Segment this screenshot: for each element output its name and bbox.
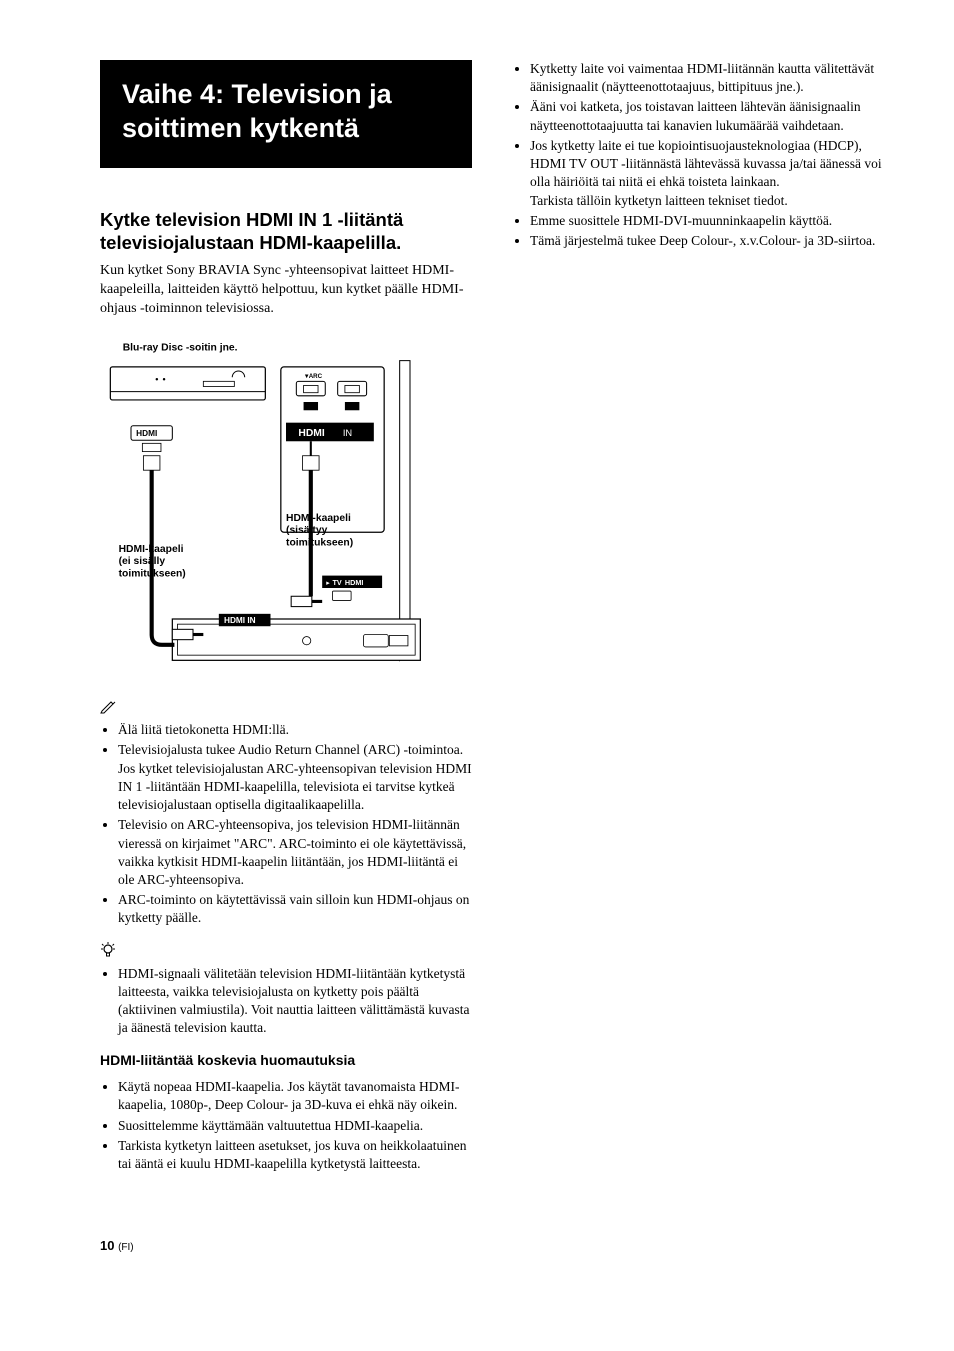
svg-text:▸: ▸ [326,578,330,587]
svg-text:HDMI IN: HDMI IN [224,617,256,626]
list-item: ARC-toiminto on käytettävissä vain sillo… [118,891,472,927]
step-title-block: Vaihe 4: Television ja soittimen kytkent… [100,60,472,168]
list-item: Televisiojalusta tukee Audio Return Chan… [118,741,472,814]
left-cable-label: HDMI-kaapeli (ei sisälly toimitukseen) [119,544,187,580]
bluray-label: Blu-ray Disc -soitin jne. [123,343,238,354]
svg-text:HDMI: HDMI [345,578,363,587]
right-column: Kytketty laite voi vaimentaa HDMI-liitän… [512,60,884,1187]
svg-text:IN: IN [343,429,352,439]
hdmi-notes-right-list: Kytketty laite voi vaimentaa HDMI-liitän… [512,60,884,250]
tip-icon [100,942,472,963]
section-heading: Kytke television HDMI IN 1 -liitäntä tel… [100,208,472,254]
connection-diagram: Blu-ray Disc -soitin jne. ▼ ARC HDMI IN [100,340,472,681]
list-item: Käytä nopeaa HDMI-kaapelia. Jos käytät t… [118,1078,472,1114]
hdmi-notes-heading: HDMI-liitäntää koskevia huomautuksia [100,1051,472,1070]
hdmi-notes-left-list: Käytä nopeaa HDMI-kaapelia. Jos käytät t… [100,1078,472,1173]
list-item: HDMI-signaali välitetään television HDMI… [118,965,472,1038]
list-item: Emme suosittele HDMI-DVI-muunninkaapelin… [530,212,884,230]
list-item: Suosittelemme käyttämään valtuutettua HD… [118,1117,472,1135]
svg-text:HDMI: HDMI [298,429,325,440]
page-number: 10 [100,1238,114,1253]
svg-text:HDMI: HDMI [136,430,157,439]
left-column: Vaihe 4: Television ja soittimen kytkent… [100,60,472,1187]
svg-text:TV: TV [333,578,342,587]
step-title: Vaihe 4: Television ja soittimen kytkent… [122,78,450,146]
tip-notes-list: HDMI-signaali välitetään television HDMI… [100,965,472,1038]
pencil-notes-list: Älä liitä tietokonetta HDMI:llä. Televis… [100,721,472,927]
pencil-icon [100,700,472,719]
list-item: Tämä järjestelmä tukee Deep Colour-, x.v… [530,232,884,250]
list-item: Tarkista kytketyn laitteen asetukset, jo… [118,1137,472,1173]
list-item: Ääni voi katketa, jos toistavan laitteen… [530,98,884,134]
list-item: Televisio on ARC-yhteensopiva, jos telev… [118,816,472,889]
svg-text:ARC: ARC [309,374,323,381]
page-footer: 10 (FI) [100,1237,884,1255]
list-item: Älä liitä tietokonetta HDMI:llä. [118,721,472,739]
intro-paragraph: Kun kytket Sony BRAVIA Sync -yhteensopiv… [100,262,472,319]
list-item: Jos kytketty laite ei tue kopiointisuoja… [530,137,884,210]
lang-code: (FI) [118,1242,134,1253]
list-item: Kytketty laite voi vaimentaa HDMI-liitän… [530,60,884,96]
